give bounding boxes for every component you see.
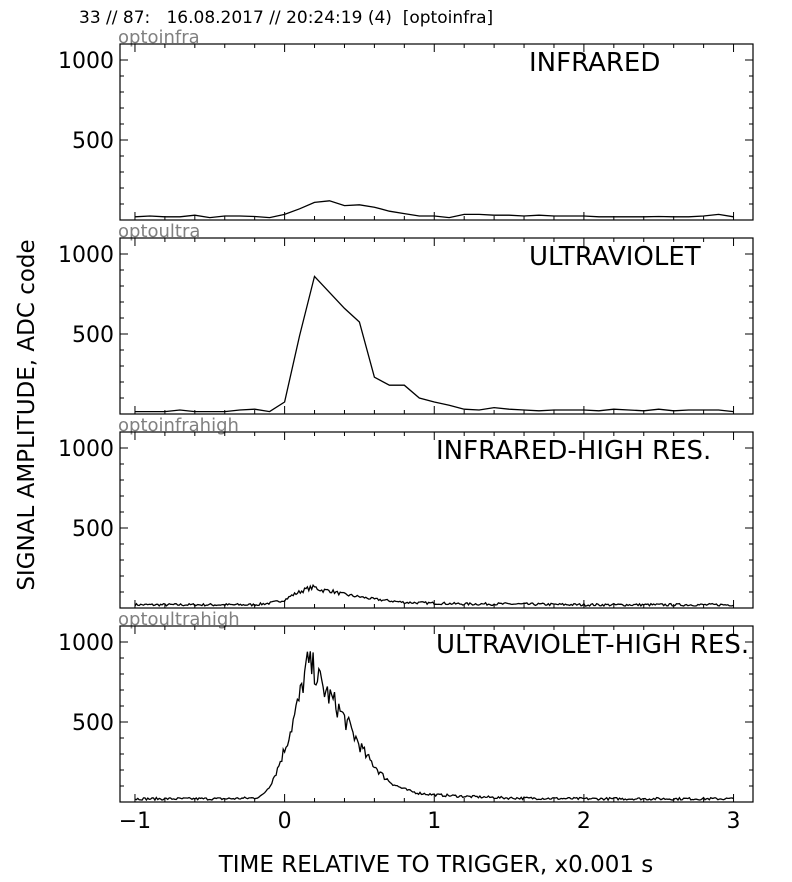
chart-panel-optoinfrahigh: optoinfrahigh 500 1000 INFRARED-HIGH RES. — [58, 415, 754, 609]
chart-panel-optoinfra: optoinfra 500 1000 INFRARED — [58, 27, 754, 221]
panel-title: INFRARED — [529, 48, 660, 78]
x-tick-label: 3 — [727, 809, 741, 834]
y-tick-label: 500 — [72, 517, 114, 542]
x-tick-label: −1 — [119, 809, 151, 834]
y-tick-label: 500 — [72, 711, 114, 736]
y-tick-label: 1000 — [58, 49, 114, 74]
y-axis-label: SIGNAL AMPLITUDE, ADC code — [14, 239, 40, 590]
axes-frame — [119, 431, 754, 609]
figure-title: 33 // 87: 16.08.2017 // 20:24:19 (4) [op… — [79, 8, 494, 28]
axes-frame — [119, 43, 754, 221]
panel-title: ULTRAVIOLET-HIGH RES. — [436, 630, 749, 660]
chart-panel-optoultrahigh: optoultrahigh 500 1000 −1 0 1 2 3 ULTRAVIOLET-HI… — [58, 609, 754, 834]
x-tick-label: 2 — [577, 809, 591, 834]
y-tick-label: 500 — [72, 129, 114, 154]
channel-label: optoinfra — [118, 27, 200, 48]
x-tick-label: 1 — [427, 809, 441, 834]
axes-frame — [119, 237, 754, 415]
chart-panel-optoultra: optoultra 500 1000 ULTRAVIOLET — [58, 221, 754, 415]
series-line — [135, 275, 734, 413]
axes-frame — [119, 625, 754, 803]
y-tick-label: 1000 — [58, 631, 114, 656]
x-axis-label: TIME RELATIVE TO TRIGGER, x0.001 s — [218, 852, 654, 878]
channel-label: optoultra — [118, 221, 200, 242]
panel-title: INFRARED-HIGH RES. — [436, 436, 711, 466]
y-tick-label: 500 — [72, 323, 114, 348]
series-line — [134, 651, 734, 802]
y-tick-label: 1000 — [58, 437, 114, 462]
channel-label: optoultrahigh — [118, 609, 240, 630]
y-tick-label: 1000 — [58, 243, 114, 268]
panel-title: ULTRAVIOLET — [529, 242, 701, 272]
x-tick-label: 0 — [278, 809, 292, 834]
series-line — [134, 200, 734, 219]
channel-label: optoinfrahigh — [118, 415, 239, 436]
series-line — [134, 583, 734, 608]
